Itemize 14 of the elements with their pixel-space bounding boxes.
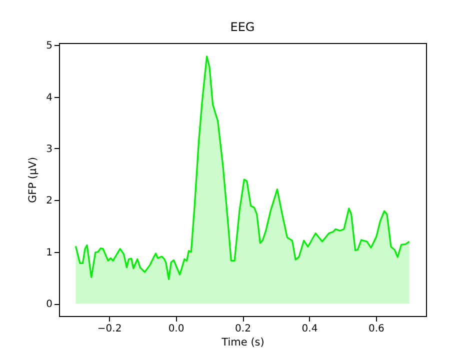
x-tick-label: 0.4: [302, 324, 318, 334]
x-tick-label: 0.0: [168, 324, 184, 334]
y-tick-label: 5: [46, 40, 52, 52]
x-tick-label: 0.6: [368, 324, 384, 334]
x-axis-title: Time (s): [220, 336, 264, 348]
chart-title: EEG: [230, 20, 255, 34]
y-tick-label: 1: [46, 247, 52, 258]
y-tick-label: 0: [46, 299, 52, 310]
y-tick-label: 2: [46, 196, 52, 207]
y-tick-label: 4: [46, 92, 52, 104]
x-tick-label: 0.2: [235, 324, 251, 334]
x-tick-label: −0.2: [97, 324, 122, 334]
y-tick-label: 3: [46, 144, 52, 155]
y-axis-title: GFP (µV): [27, 157, 40, 203]
